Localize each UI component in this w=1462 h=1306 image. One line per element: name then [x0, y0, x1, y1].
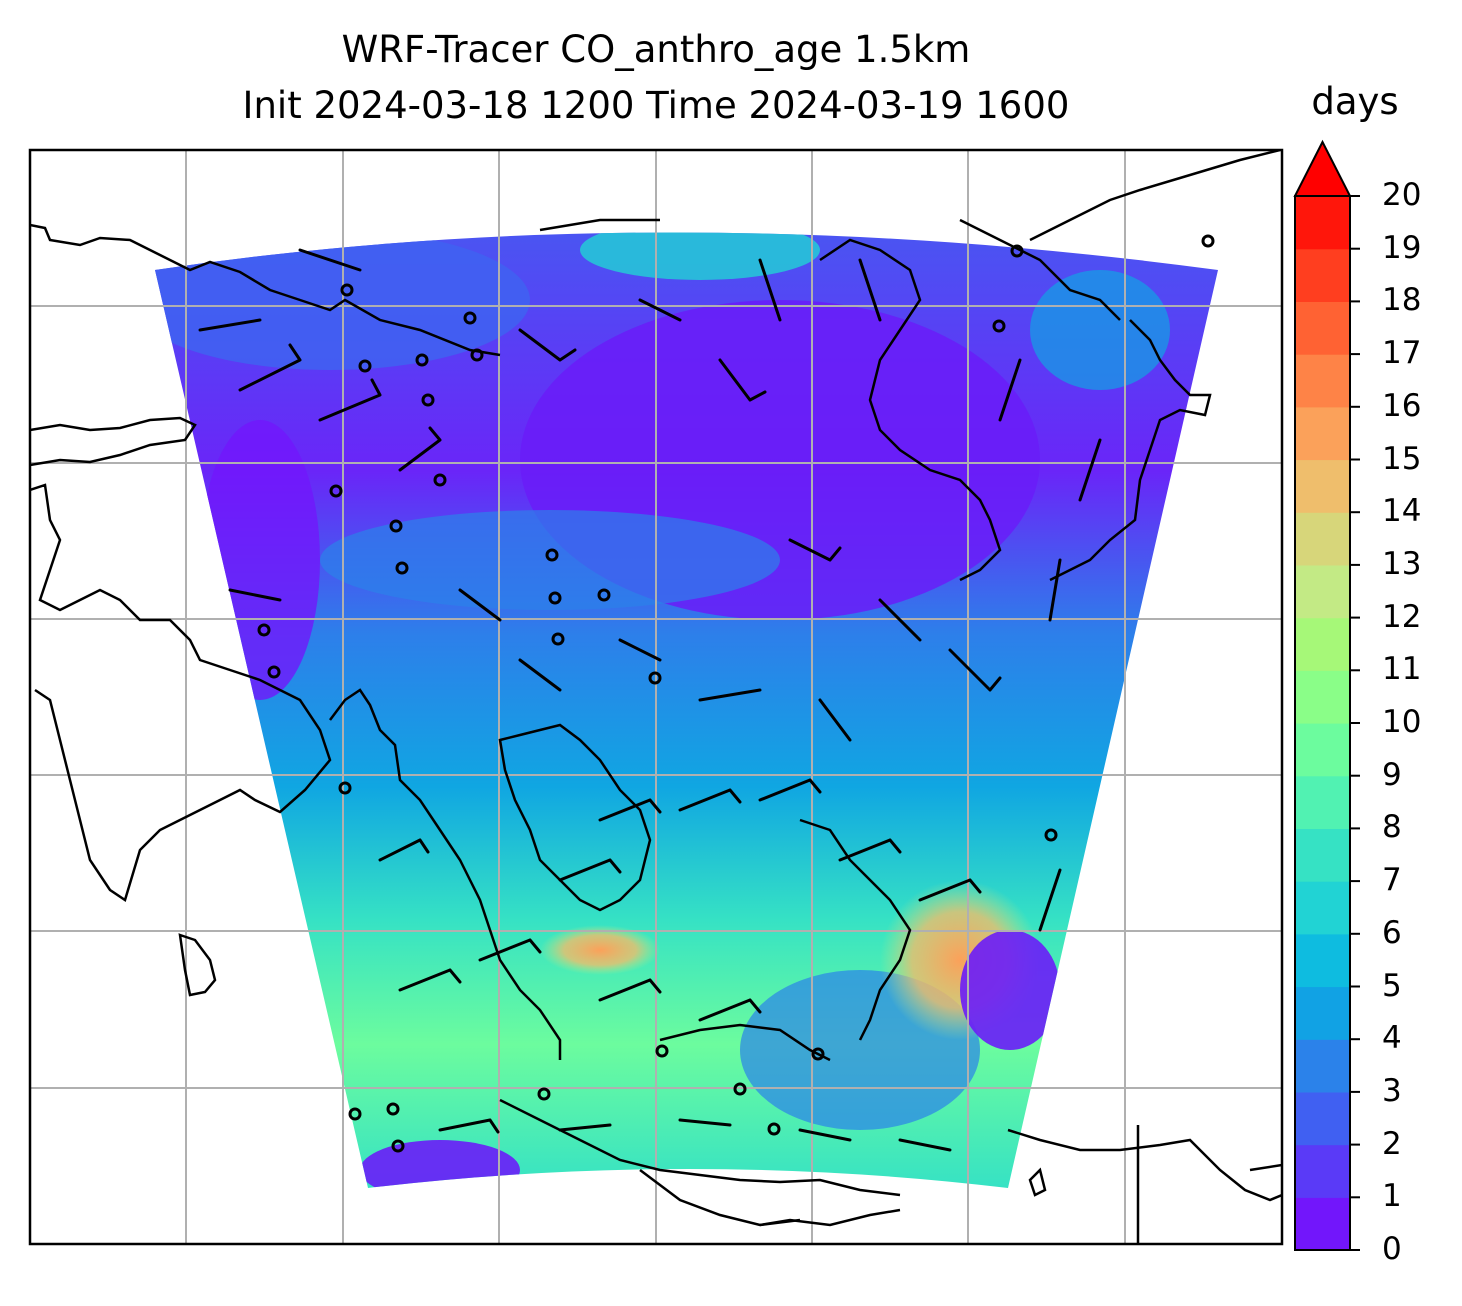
colorbar-tick-label: 0 — [1382, 1231, 1402, 1267]
colorbar-tick-label: 9 — [1382, 756, 1402, 793]
colorbar-segment — [1295, 248, 1350, 302]
colorbar-tick-label: 14 — [1382, 493, 1422, 530]
colorbar-tick-label: 17 — [1382, 335, 1422, 372]
colorbar-segment — [1295, 723, 1350, 777]
map-gridlines — [30, 150, 1282, 1244]
colorbar-tick-label: 4 — [1382, 1020, 1402, 1057]
colorbar-segment — [1295, 459, 1350, 513]
colorbar-tick-label: 20 — [1382, 177, 1422, 213]
colorbar — [1293, 139, 1360, 1251]
map-axes-frame — [28, 148, 1284, 1246]
colorbar-segment — [1295, 828, 1350, 882]
colorbar-tick-label: 8 — [1382, 809, 1402, 846]
colorbar-segment — [1295, 196, 1350, 250]
colorbar-segment — [1295, 406, 1350, 461]
calm-wind-markers — [257, 234, 1215, 1153]
colorbar-tick-label: 3 — [1382, 1072, 1402, 1109]
colorbar-segment — [1295, 1039, 1350, 1093]
coastlines — [30, 150, 1282, 1244]
colorbar-extend-arrow — [1293, 139, 1352, 197]
colorbar-segment — [1295, 986, 1350, 1040]
colorbar-tick-label: 13 — [1382, 545, 1422, 582]
colorbar-segment — [1295, 881, 1350, 935]
colorbar-segment — [1295, 1091, 1350, 1146]
colorbar-tick-label: 15 — [1382, 440, 1422, 477]
colorbar-tick-label: 18 — [1382, 282, 1422, 319]
colorbar-segment — [1295, 670, 1350, 724]
colorbar-segment — [1295, 775, 1350, 829]
colorbar-unit-label: days — [1311, 80, 1399, 123]
colorbar-segment — [1295, 354, 1350, 408]
colorbar-segment — [1295, 933, 1350, 988]
colorbar-segment — [1295, 617, 1350, 671]
colorbar-tick-label: 5 — [1382, 967, 1402, 1004]
colorbar-tick-label: 19 — [1382, 229, 1422, 266]
colorbar-tick-label: 11 — [1382, 651, 1422, 688]
colorbar-tick-label: 7 — [1382, 862, 1402, 899]
colorbar-segment — [1295, 1197, 1350, 1251]
map-title-line2: Init 2024-03-18 1200 Time 2024-03-19 160… — [242, 84, 1070, 127]
colorbar-segment — [1295, 564, 1350, 619]
colorbar-tick-label: 16 — [1382, 387, 1422, 424]
colorbar-tick-label: 10 — [1382, 704, 1422, 740]
colorbar-segment — [1295, 512, 1350, 566]
wind-barbs — [198, 248, 1102, 1152]
colorbar-tick-label: 1 — [1382, 1178, 1402, 1215]
colorbar-segment — [1295, 1144, 1350, 1198]
colorbar-tick-label: 6 — [1382, 914, 1402, 951]
colorbar-tick-label: 2 — [1382, 1125, 1402, 1162]
colorbar-tick-label: 12 — [1382, 598, 1422, 635]
colorbar-segment — [1295, 301, 1350, 355]
map-title-line1: WRF-Tracer CO_anthro_age 1.5km — [341, 28, 971, 71]
